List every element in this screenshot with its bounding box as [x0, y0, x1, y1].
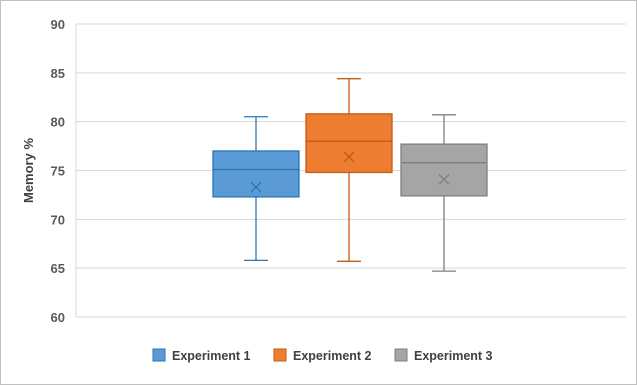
y-tick-label: 65	[51, 261, 65, 276]
mean-marker	[343, 151, 355, 163]
y-tick-label: 85	[51, 66, 65, 81]
y-axis-ticks: 60 65 70 75 80 85 90	[51, 17, 65, 325]
legend-item-3: Experiment 3	[394, 348, 493, 363]
legend-label: Experiment 1	[172, 349, 251, 363]
y-tick-label: 70	[51, 212, 65, 227]
mean-marker	[250, 181, 262, 193]
legend-item-1: Experiment 1	[152, 348, 251, 363]
mean-marker	[438, 173, 450, 185]
y-tick-label: 75	[51, 164, 65, 179]
legend-item-2: Experiment 2	[273, 348, 372, 363]
iqr-box	[212, 150, 300, 198]
legend-swatch	[394, 348, 408, 362]
y-tick-label: 90	[51, 17, 65, 32]
iqr-box	[400, 143, 488, 197]
box-1	[212, 116, 300, 262]
legend-label: Experiment 3	[414, 349, 493, 363]
legend-swatch	[273, 348, 287, 362]
box-2	[305, 78, 393, 262]
y-axis-label: Memory %	[21, 138, 36, 203]
box-3	[400, 114, 488, 272]
y-tick-label: 80	[51, 115, 65, 130]
legend: Experiment 1 Experiment 2 Experiment 3	[152, 348, 493, 363]
boxes	[212, 78, 488, 272]
legend-label: Experiment 2	[293, 349, 372, 363]
iqr-box	[305, 113, 393, 174]
legend-swatch	[152, 348, 166, 362]
y-tick-label: 60	[51, 310, 65, 325]
